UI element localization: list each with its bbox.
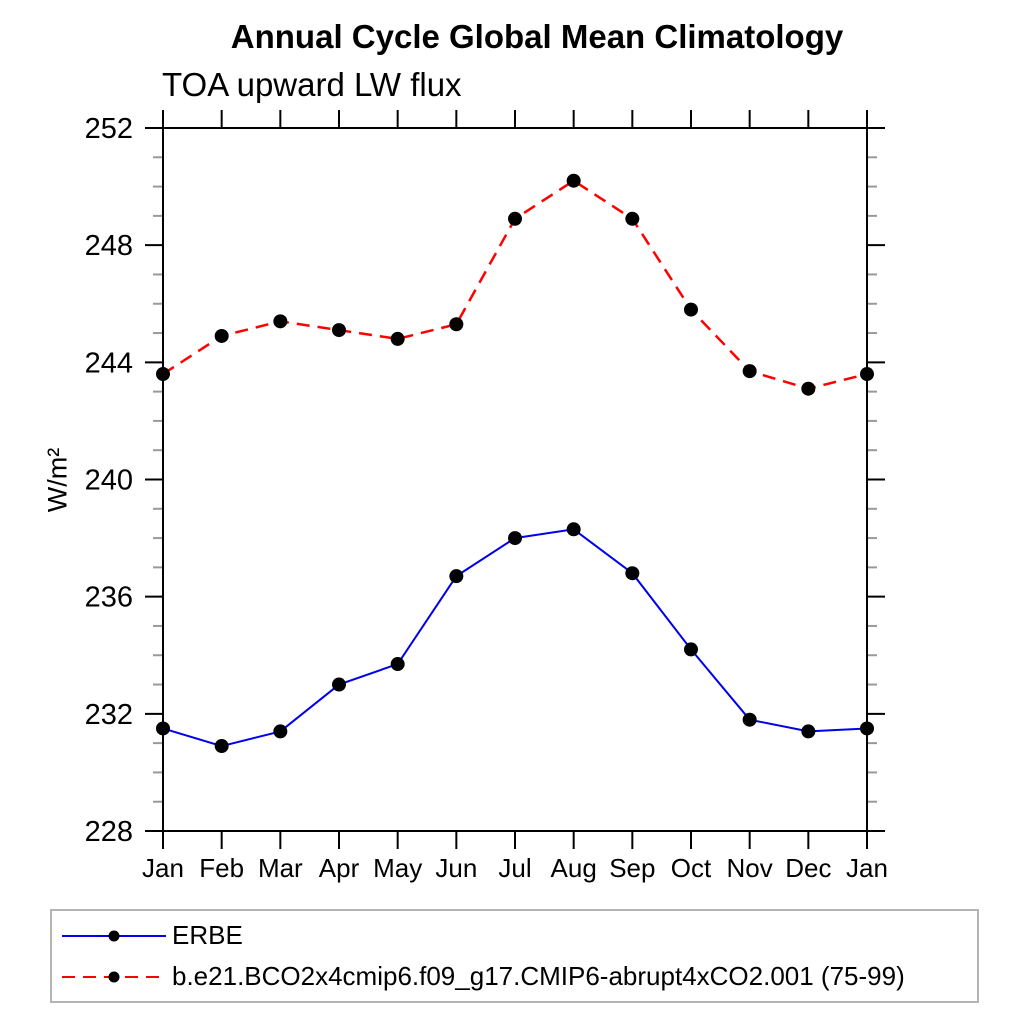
- series-marker-0: [508, 531, 522, 546]
- series-marker-0: [390, 657, 405, 672]
- plot-area: 228 232 236 240 244 248 252 Jan Feb Mar Apr May Jun J…: [85, 110, 888, 883]
- chart-subtitle: TOA upward LW flux: [162, 66, 462, 103]
- series-marker-1: [390, 331, 405, 346]
- series-marker-1: [332, 323, 346, 338]
- x-tick-label: May: [373, 853, 422, 883]
- y-tick-label: 244: [85, 347, 133, 379]
- x-tick-label: Nov: [727, 853, 773, 883]
- legend-item-erbe: ERBE: [58, 915, 977, 956]
- y-tick-label: 232: [85, 699, 133, 731]
- series-marker-1: [156, 367, 170, 382]
- series-marker-0: [801, 724, 816, 739]
- x-tick-label: Oct: [671, 853, 712, 883]
- series-marker-0: [156, 721, 170, 736]
- series-marker-1: [214, 328, 229, 343]
- y-tick-label: 228: [85, 816, 133, 848]
- x-tick-label: Jul: [498, 853, 531, 883]
- x-tick-label: Mar: [258, 853, 303, 883]
- x-tick-label: Feb: [199, 853, 244, 883]
- series-marker-1: [273, 314, 288, 329]
- x-tick-label: Aug: [551, 853, 597, 883]
- legend-line-sample-dashed: [62, 971, 166, 982]
- y-tick-label: 248: [85, 230, 133, 262]
- y-tick-label: 236: [85, 582, 133, 614]
- series-marker-1: [566, 173, 581, 188]
- series-marker-0: [742, 712, 757, 727]
- legend-marker-dot: [108, 930, 120, 941]
- plot-frame: [162, 127, 868, 832]
- series-marker-1: [801, 381, 816, 396]
- chart-title: Annual Cycle Global Mean Climatology: [230, 18, 844, 55]
- series-marker-1: [684, 302, 698, 317]
- series-marker-1: [742, 364, 757, 379]
- series-marker-1: [508, 211, 522, 226]
- x-tick-label: Jun: [435, 853, 477, 883]
- x-tick-label: Jan: [846, 853, 888, 883]
- x-tick-label: Apr: [319, 853, 360, 883]
- x-tick-label: Sep: [609, 853, 655, 883]
- legend-label-erbe: ERBE: [172, 920, 243, 950]
- series-marker-0: [860, 721, 874, 736]
- series-marker-0: [449, 569, 464, 584]
- legend-label-model: b.e21.BCO2x4cmip6.f09_g17.CMIP6-abrupt4x…: [172, 961, 905, 991]
- series-marker-1: [625, 211, 640, 226]
- legend-line-sample-solid: [62, 930, 166, 941]
- series-marker-0: [625, 566, 640, 581]
- x-tick-label: Dec: [785, 853, 831, 883]
- x-tick-label: Jan: [142, 853, 184, 883]
- legend: ERBE b.e21.BCO2x4cmip6.f09_g17.CMIP6-abr…: [50, 909, 979, 1003]
- series-marker-1: [860, 367, 874, 382]
- legend-item-model: b.e21.BCO2x4cmip6.f09_g17.CMIP6-abrupt4x…: [58, 956, 977, 997]
- series-marker-0: [214, 739, 229, 754]
- y-tick-label: 252: [85, 113, 133, 145]
- legend-marker-dot: [108, 971, 120, 982]
- series-line-0: [162, 528, 868, 748]
- series-marker-0: [684, 642, 698, 657]
- series-marker-0: [332, 677, 346, 692]
- series-marker-0: [566, 522, 581, 537]
- y-tick-label: 240: [85, 465, 133, 497]
- series-marker-1: [449, 317, 464, 332]
- series-marker-0: [273, 724, 288, 739]
